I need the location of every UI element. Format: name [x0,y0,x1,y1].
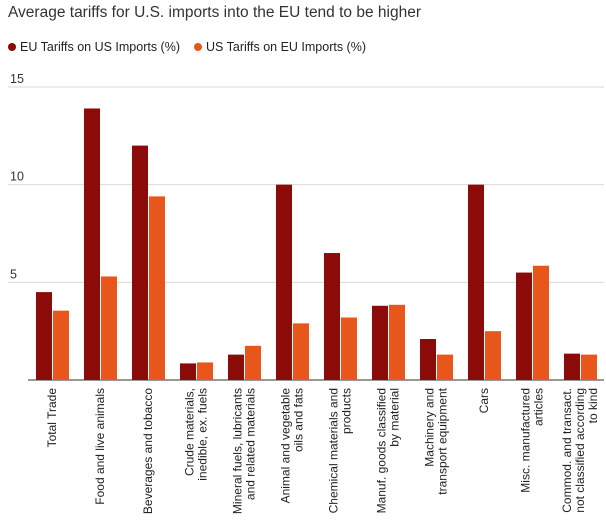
y-tick-label: 10 [10,170,24,184]
bar-eu-tariff [84,108,100,380]
legend-swatch-eu [8,43,16,51]
legend-item-eu[interactable]: EU Tariffs on US Imports (%) [8,40,180,54]
x-category-label-line: Total Trade [45,388,59,448]
x-category-label-line: inedible, ex. fuels [196,388,210,481]
bar-eu-tariff [132,145,148,380]
bar-us-tariff [341,317,357,380]
y-tick-label: 15 [10,72,24,86]
x-category-label-line: Chemical materials and [327,388,341,513]
chart-title: Average tariffs for U.S. imports into th… [8,4,421,21]
x-category-label-line: Commod. and transact. [560,388,574,513]
x-category-label: Misc. manufactured articles [519,388,546,493]
legend-label-eu: EU Tariffs on US Imports (%) [20,40,180,54]
x-category-label: Crude materials, inedible, ex. fuels [183,388,210,481]
bar-eu-tariff [36,292,52,380]
bar-us-tariff [245,345,261,380]
bar-eu-tariff [372,305,388,380]
x-category-label-line: Food and live animals [93,388,107,505]
bar-us-tariff [101,276,117,380]
bar-us-tariff [389,304,405,380]
bar-us-tariff [533,265,549,380]
x-category-label: Animal and vegetable oils and fats [279,388,306,504]
bar-eu-tariff [516,272,532,380]
x-category-label-line: to kind [586,388,600,423]
legend-swatch-us [194,43,202,51]
x-category-label-line: products [340,388,354,434]
bar-us-tariff [53,310,69,380]
x-category-label: Total Trade [45,388,59,448]
x-category-label-line: Beverages and tobacco [141,388,155,514]
x-category-label-line: and related materials [244,388,258,500]
x-category-label-line: Misc. manufactured [519,388,533,493]
x-category-label: Manuf. goods classified by material [375,388,402,513]
bar-eu-tariff [180,363,196,380]
bar-us-tariff [581,354,597,380]
legend: EU Tariffs on US Imports (%) US Tariffs … [8,40,366,54]
x-category-label: Food and live animals [93,388,107,505]
x-category-label: Commod. and transact. not classified acco… [560,388,600,513]
bar-eu-tariff [276,184,292,380]
bar-us-tariff [437,354,453,380]
x-category-label: Beverages and tobacco [141,388,155,514]
x-category-label-line: oils and fats [292,388,306,452]
y-tick-label: 5 [10,267,17,281]
x-category-label-line: Crude materials, [183,388,197,476]
x-category-label-line: transport equipment [436,387,450,494]
x-category-label: Mineral fuels, lubricants and related mat… [231,388,258,514]
x-category-label-line: not classified according [573,388,587,513]
bar-us-tariff [293,323,309,380]
legend-label-us: US Tariffs on EU Imports (%) [206,40,366,54]
x-category-label-line: articles [532,388,546,426]
x-category-label: Chemical materials and products [327,388,354,513]
x-category-label-line: Cars [477,388,491,413]
x-category-label-line: Animal and vegetable [279,388,293,504]
x-category-label-line: Mineral fuels, lubricants [231,388,245,514]
bar-eu-tariff [324,253,340,380]
legend-item-us[interactable]: US Tariffs on EU Imports (%) [194,40,366,54]
x-category-label: Cars [477,388,491,413]
bar-eu-tariff [228,354,244,380]
bar-us-tariff [197,362,213,380]
x-category-label: Machinery and transport equipment [423,387,450,494]
x-category-label-line: by material [388,388,402,447]
bar-eu-tariff [420,338,436,380]
bar-eu-tariff [468,184,484,380]
bar-eu-tariff [564,353,580,380]
x-category-label-line: Machinery and [423,388,437,467]
bar-us-tariff [149,196,165,380]
x-category-label-line: Manuf. goods classified [375,388,389,513]
bar-us-tariff [485,331,501,380]
